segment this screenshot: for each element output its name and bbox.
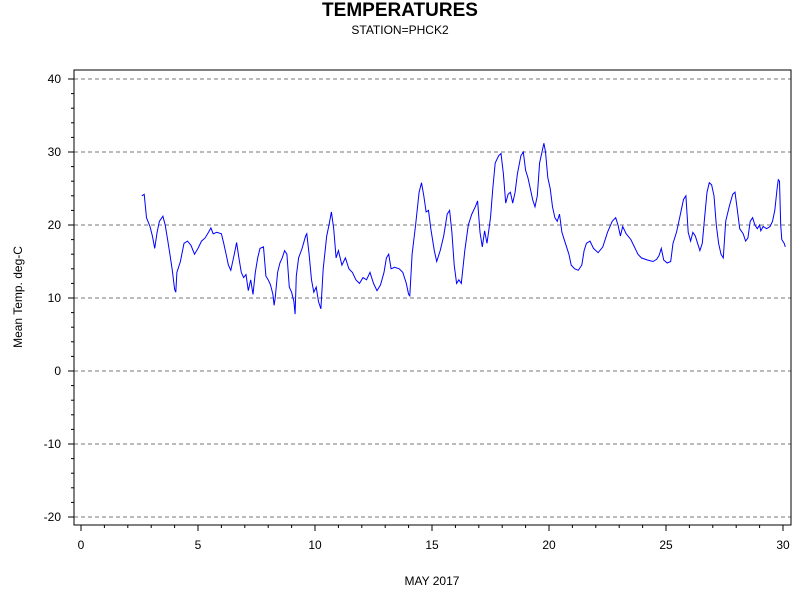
x-tick-label: 25: [659, 538, 673, 552]
x-tick-label: 30: [776, 538, 790, 552]
series-line-temperature: [141, 143, 786, 315]
y-tick-label: 40: [48, 72, 62, 86]
y-axis-label: Mean Temp. deg-C: [11, 246, 25, 348]
x-axis: 0 5 10 15 20 25 30: [78, 525, 790, 552]
x-tick-label: 15: [425, 538, 439, 552]
x-tick-label: 10: [308, 538, 322, 552]
chart-subtitle: STATION=PHCK2: [351, 23, 449, 37]
grid-layer: [74, 78, 791, 518]
y-tick-label: 10: [48, 291, 62, 305]
x-tick-label: 0: [78, 538, 85, 552]
x-axis-label: MAY 2017: [405, 574, 460, 588]
chart-title: TEMPERATURES: [322, 0, 478, 21]
y-axis: -20 -10 0 10 20 30 40: [44, 72, 74, 524]
x-tick-label: 5: [195, 538, 202, 552]
y-tick-label: 20: [48, 218, 62, 232]
y-tick-label: -10: [44, 437, 62, 451]
x-tick-label: 20: [542, 538, 556, 552]
y-tick-label: 0: [54, 364, 61, 378]
y-tick-label: 30: [48, 145, 62, 159]
y-tick-label: -20: [44, 510, 62, 524]
